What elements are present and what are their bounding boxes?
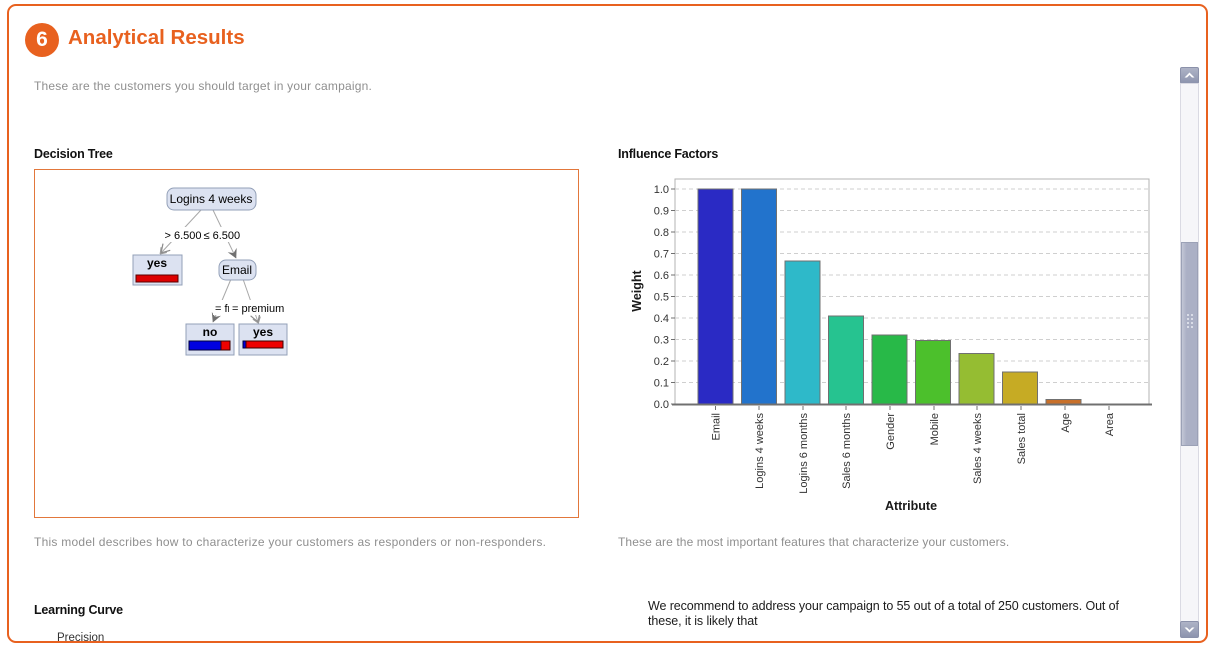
svg-text:Email: Email: [222, 263, 252, 277]
svg-text:0.5: 0.5: [654, 292, 669, 304]
svg-text:0.8: 0.8: [654, 227, 669, 239]
svg-text:yes: yes: [147, 256, 167, 270]
svg-text:Gender: Gender: [885, 413, 897, 450]
svg-text:0.6: 0.6: [654, 270, 669, 282]
svg-text:Email: Email: [711, 413, 723, 441]
svg-text:Mobile: Mobile: [929, 413, 941, 445]
svg-text:yes: yes: [253, 325, 273, 339]
svg-text:= premium: = premium: [232, 303, 284, 315]
svg-text:Logins 6 months: Logins 6 months: [798, 413, 810, 494]
svg-text:no: no: [203, 325, 218, 339]
svg-text:Sales 4 weeks: Sales 4 weeks: [972, 413, 984, 484]
svg-text:0.9: 0.9: [654, 206, 669, 218]
svg-text:0.7: 0.7: [654, 249, 669, 261]
svg-text:0.3: 0.3: [654, 335, 669, 347]
svg-text:Sales total: Sales total: [1016, 413, 1028, 464]
svg-text:Area: Area: [1104, 412, 1116, 436]
svg-text:Sales 6 months: Sales 6 months: [841, 413, 853, 489]
svg-text:> 6.500: > 6.500: [164, 230, 201, 242]
svg-text:Logins 4 weeks: Logins 4 weeks: [170, 192, 253, 206]
svg-text:Weight: Weight: [630, 269, 644, 311]
svg-text:1.0: 1.0: [654, 184, 669, 196]
svg-text:Age: Age: [1060, 413, 1072, 433]
svg-text:0.4: 0.4: [654, 313, 669, 325]
svg-text:0.1: 0.1: [654, 378, 669, 390]
svg-text:0.2: 0.2: [654, 356, 669, 368]
svg-text:Logins 4 weeks: Logins 4 weeks: [754, 413, 766, 489]
svg-text:Attribute: Attribute: [885, 499, 937, 513]
svg-text:≤ 6.500: ≤ 6.500: [204, 230, 241, 242]
svg-text:0.0: 0.0: [654, 399, 669, 411]
